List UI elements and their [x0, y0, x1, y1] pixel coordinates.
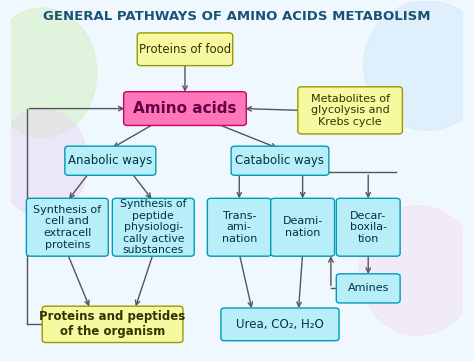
Text: Amines: Amines	[347, 283, 389, 293]
Text: Proteins and peptides
of the organism: Proteins and peptides of the organism	[39, 310, 186, 338]
Text: Amino acids: Amino acids	[133, 101, 237, 116]
Text: Deami-
nation: Deami- nation	[283, 217, 323, 238]
FancyBboxPatch shape	[337, 274, 400, 303]
FancyBboxPatch shape	[124, 92, 246, 126]
Text: Urea, CO₂, H₂O: Urea, CO₂, H₂O	[236, 318, 324, 331]
Text: Decar-
boxila-
tion: Decar- boxila- tion	[350, 211, 387, 244]
FancyBboxPatch shape	[271, 198, 335, 256]
FancyBboxPatch shape	[337, 198, 400, 256]
Ellipse shape	[359, 206, 474, 335]
FancyBboxPatch shape	[65, 146, 156, 175]
Text: Synthesis of
peptide
physiologi-
cally active
substances: Synthesis of peptide physiologi- cally a…	[120, 199, 187, 256]
Text: Trans-
ami-
nation: Trans- ami- nation	[221, 211, 257, 244]
Text: Synthesis of
cell and
extracell
proteins: Synthesis of cell and extracell proteins	[33, 205, 101, 250]
FancyBboxPatch shape	[207, 198, 271, 256]
FancyBboxPatch shape	[298, 87, 402, 134]
Ellipse shape	[0, 8, 97, 137]
Text: Metabolites of
glycolysis and
Krebs cycle: Metabolites of glycolysis and Krebs cycl…	[310, 94, 390, 127]
FancyBboxPatch shape	[42, 306, 183, 343]
Text: GENERAL PATHWAYS OF AMINO ACIDS METABOLISM: GENERAL PATHWAYS OF AMINO ACIDS METABOLI…	[43, 10, 431, 23]
Ellipse shape	[0, 109, 88, 217]
FancyBboxPatch shape	[137, 33, 233, 66]
FancyBboxPatch shape	[231, 146, 329, 175]
FancyBboxPatch shape	[27, 198, 108, 256]
Text: Anabolic ways: Anabolic ways	[68, 154, 153, 167]
Text: Catabolic ways: Catabolic ways	[236, 154, 325, 167]
FancyBboxPatch shape	[221, 308, 339, 341]
FancyBboxPatch shape	[112, 198, 194, 256]
Ellipse shape	[364, 1, 474, 130]
Text: Proteins of food: Proteins of food	[139, 43, 231, 56]
